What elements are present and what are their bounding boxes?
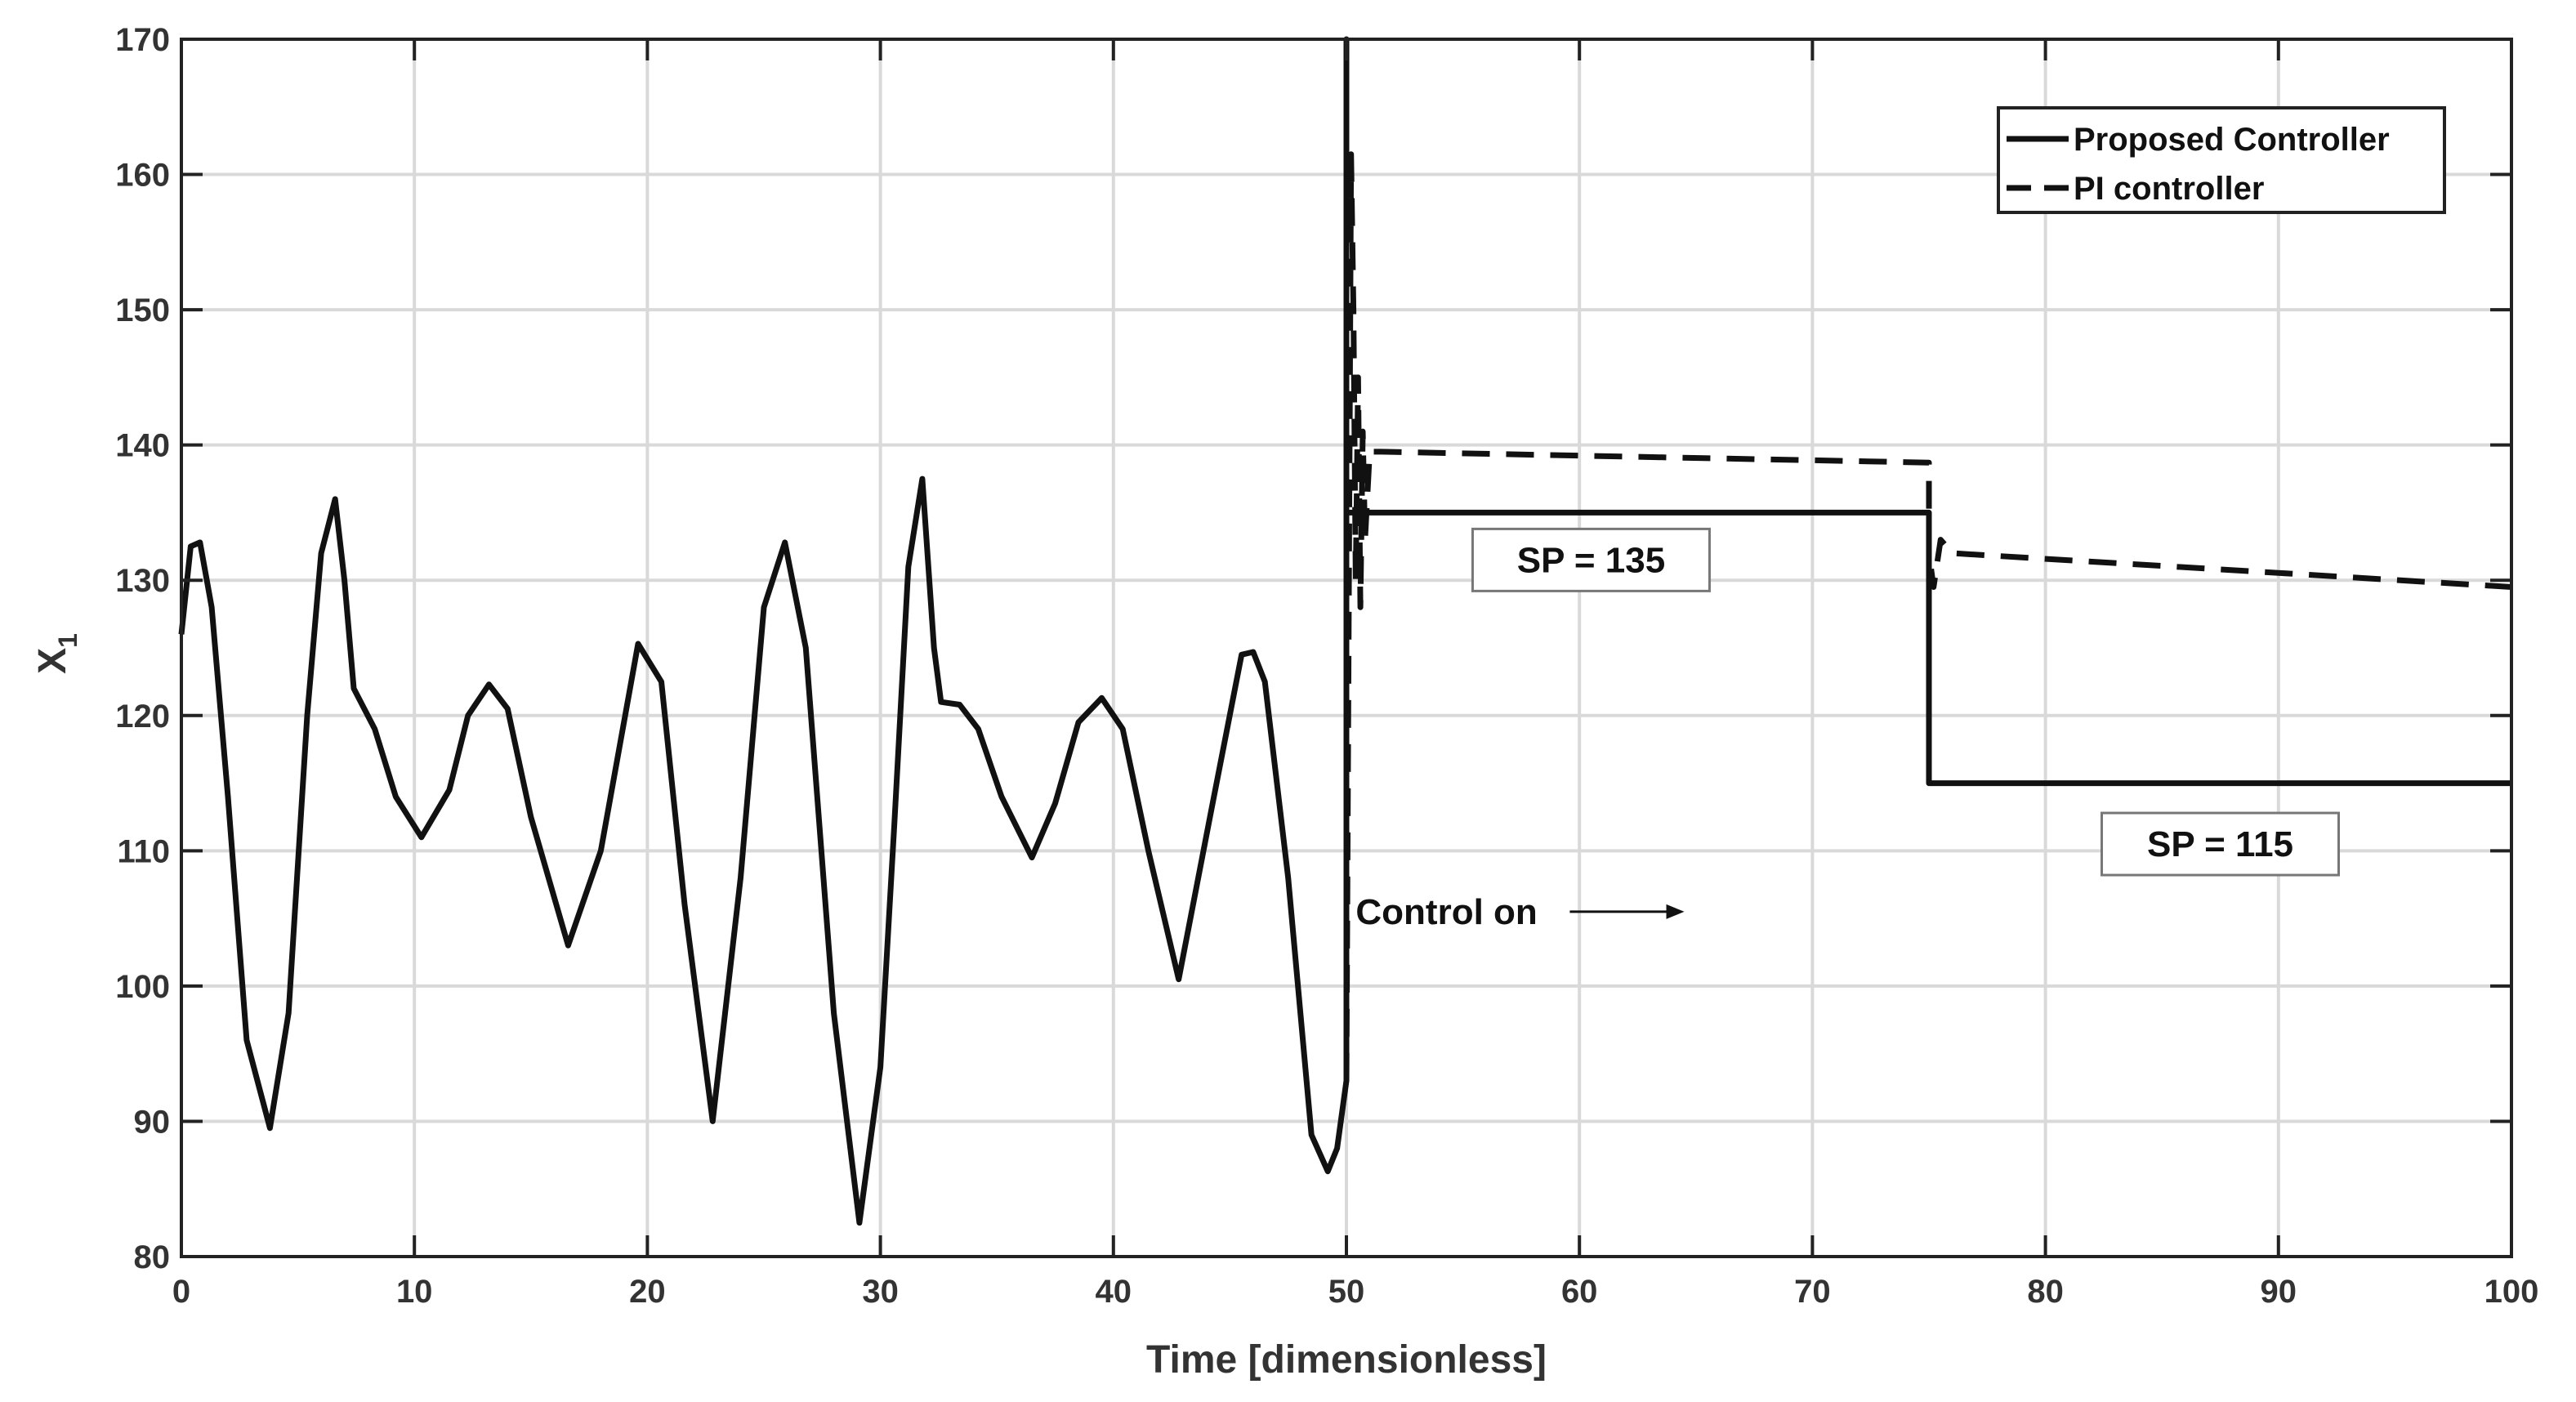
x-tick-label: 80	[2027, 1274, 2064, 1310]
ticks: 0 10 20 30 40 50 60 70 80 90 100 80 90 100 110 120 130 14…	[115, 22, 2538, 1310]
setpoint-label: SP = 135	[1517, 540, 1665, 580]
x-tick-label: 40	[1096, 1274, 1132, 1310]
y-tick-label: 80	[134, 1239, 171, 1275]
legend-entry: Proposed Controller	[2074, 122, 2390, 158]
x-axis-label: Time [dimensionless]	[1146, 1338, 1547, 1382]
control-on-label: Control on	[1355, 892, 1537, 932]
y-axis-label-main: X	[31, 648, 74, 674]
x-tick-label: 90	[2261, 1274, 2297, 1310]
y-tick-label: 160	[115, 158, 170, 194]
y-tick-label: 170	[115, 22, 170, 58]
control-on-arrowhead	[1666, 904, 1685, 919]
y-tick-label: 90	[134, 1104, 171, 1140]
legend-box	[1997, 106, 2446, 214]
legend: Proposed Controller PI controller	[1997, 106, 2446, 214]
y-tick-label: 150	[115, 292, 170, 328]
setpoint-label: SP = 115	[2147, 824, 2293, 864]
x-tick-label: 50	[1328, 1274, 1365, 1310]
x-tick-label: 0	[172, 1274, 190, 1310]
annotations: SP = 135 SP = 115 Control on	[1355, 527, 2340, 932]
x-tick-label: 100	[2484, 1274, 2539, 1310]
x-tick-label: 30	[862, 1274, 899, 1310]
setpoint-box	[2101, 811, 2340, 877]
proposed-controller-line	[178, 36, 2511, 1226]
x-tick-label: 60	[1561, 1274, 1598, 1310]
y-tick-label: 100	[115, 969, 170, 1005]
x-tick-label: 70	[1794, 1274, 1831, 1310]
x-tick-label: 10	[396, 1274, 433, 1310]
y-tick-label: 110	[117, 833, 170, 869]
y-axis-label: X1	[31, 633, 83, 674]
pi-controller-line	[1343, 151, 2512, 1081]
y-tick-label: 120	[115, 699, 170, 734]
x-tick-label: 20	[629, 1274, 666, 1310]
y-tick-label: 140	[115, 428, 170, 464]
legend-entry: PI controller	[2074, 171, 2264, 207]
series-layer	[178, 36, 2512, 1226]
y-tick-label: 130	[115, 563, 170, 599]
setpoint-box	[1471, 527, 1711, 592]
y-axis-label-subscript: 1	[53, 633, 83, 648]
